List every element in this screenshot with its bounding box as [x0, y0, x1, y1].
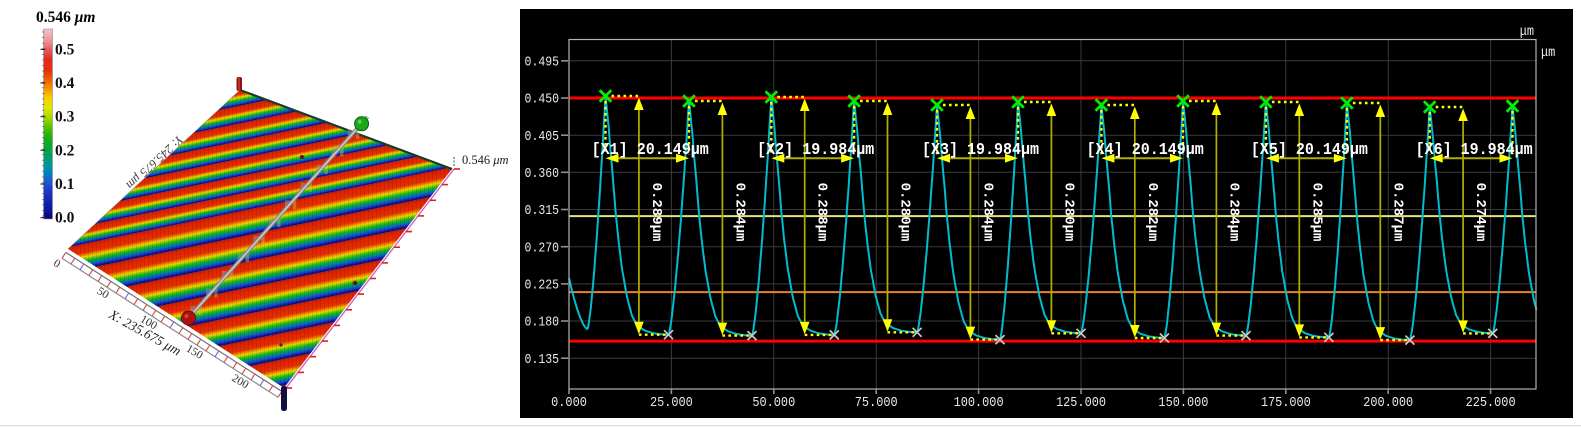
svg-text:0.282μm: 0.282μm: [1144, 183, 1160, 242]
svg-text:50: 50: [95, 285, 111, 301]
svg-text:0.280μm: 0.280μm: [1060, 183, 1076, 242]
svg-text:0.495: 0.495: [525, 53, 559, 69]
svg-text:0.280μm: 0.280μm: [897, 183, 913, 242]
svg-text:0.284μm: 0.284μm: [1225, 183, 1241, 242]
svg-text:0.274μm: 0.274μm: [1472, 183, 1488, 242]
svg-text:[X6] 19.984μm: [X6] 19.984μm: [1416, 140, 1533, 159]
svg-text:0.135: 0.135: [525, 351, 559, 367]
svg-text:0.1: 0.1: [55, 176, 74, 193]
svg-text:[X2] 19.984μm: [X2] 19.984μm: [757, 140, 874, 159]
svg-text:0.405: 0.405: [525, 128, 559, 144]
svg-text:[X5] 20.149μm: [X5] 20.149μm: [1251, 140, 1368, 159]
svg-text:[X1] 20.149μm: [X1] 20.149μm: [592, 140, 709, 159]
svg-text:0.0: 0.0: [55, 210, 75, 227]
svg-text:0.000: 0.000: [551, 394, 587, 410]
svg-text:[X4] 20.149μm: [X4] 20.149μm: [1087, 140, 1204, 159]
svg-text:0.287μm: 0.287μm: [1389, 183, 1405, 242]
svg-text:0.546 μm: 0.546 μm: [36, 9, 95, 26]
svg-text:0.3: 0.3: [55, 109, 75, 126]
svg-text:0.284μm: 0.284μm: [731, 183, 747, 242]
svg-text:0.4: 0.4: [55, 75, 75, 92]
svg-text:0.5: 0.5: [55, 41, 75, 58]
svg-text:0.288μm: 0.288μm: [814, 183, 830, 242]
svg-text:75.000: 75.000: [855, 394, 898, 410]
svg-text:100.000: 100.000: [954, 394, 1004, 410]
svg-text:0.225: 0.225: [525, 276, 559, 292]
svg-text:0.180: 0.180: [525, 314, 559, 330]
svg-text:175.000: 175.000: [1261, 394, 1311, 410]
svg-text:0.2: 0.2: [55, 142, 75, 159]
svg-text:μm: μm: [1520, 23, 1534, 39]
svg-text:225.000: 225.000: [1466, 394, 1516, 410]
svg-text:0.546 μm: 0.546 μm: [462, 153, 509, 167]
svg-text:0: 0: [51, 257, 62, 270]
svg-text:0.289μm: 0.289μm: [648, 183, 664, 242]
svg-text:[X3] 19.984μm: [X3] 19.984μm: [922, 140, 1039, 159]
svg-text:50.000: 50.000: [752, 394, 795, 410]
svg-text:0.360: 0.360: [525, 165, 559, 181]
svg-text:125.000: 125.000: [1056, 394, 1106, 410]
svg-text:0.315: 0.315: [525, 202, 559, 218]
svg-text:0.285μm: 0.285μm: [1308, 183, 1324, 242]
svg-text:25.000: 25.000: [650, 394, 693, 410]
svg-text:0.270: 0.270: [525, 239, 559, 255]
svg-text:150.000: 150.000: [1158, 394, 1208, 410]
svg-text:200.000: 200.000: [1363, 394, 1413, 410]
svg-text:0.450: 0.450: [525, 91, 559, 107]
svg-text:0.284μm: 0.284μm: [979, 183, 995, 242]
svg-text:μm: μm: [1541, 44, 1555, 60]
